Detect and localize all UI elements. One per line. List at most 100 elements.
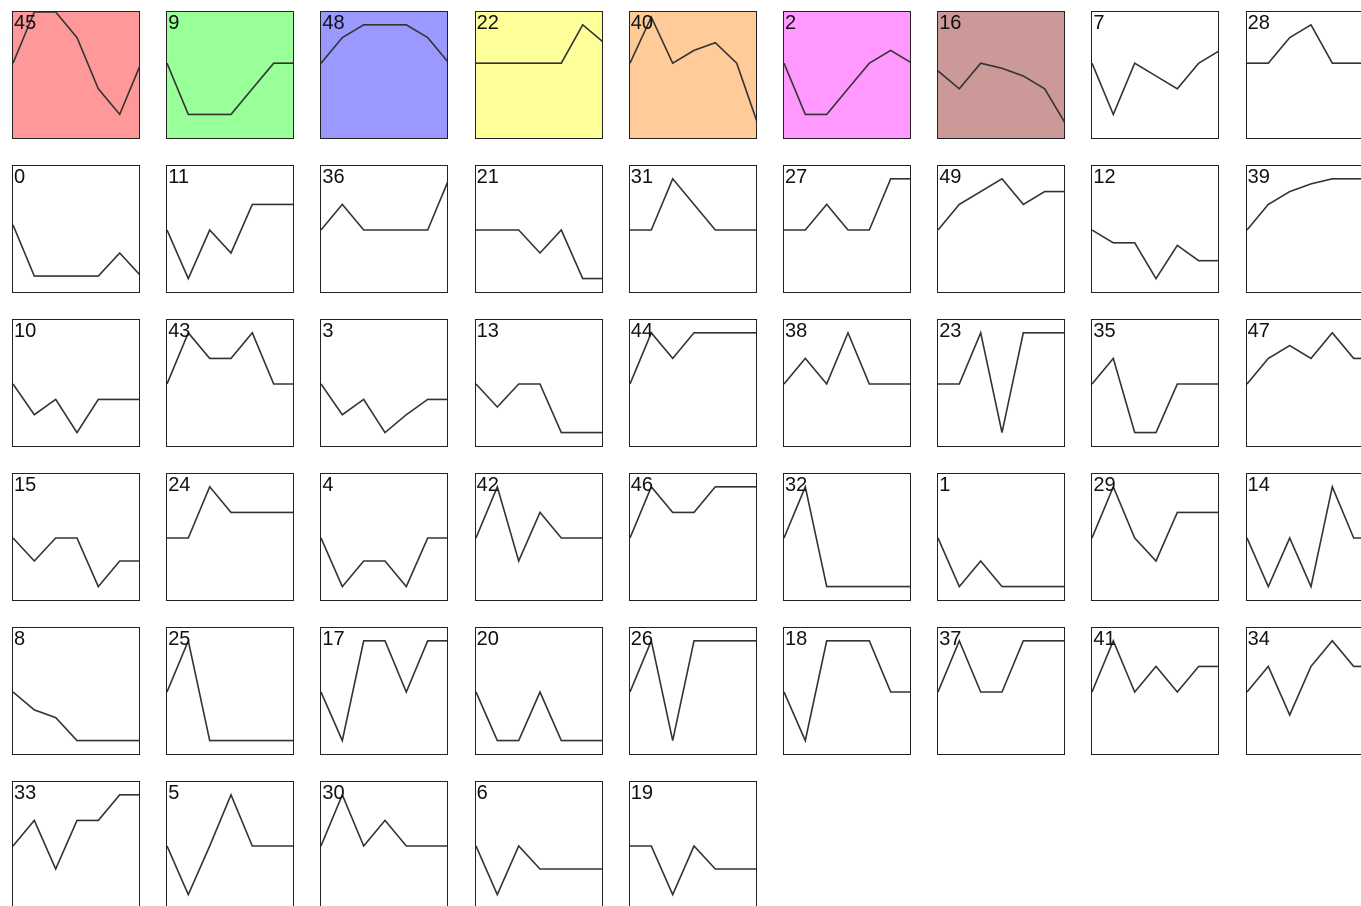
- sparkline-49: [938, 177, 1065, 231]
- panel-29: 29: [1091, 473, 1220, 601]
- series-line-20: [475, 690, 602, 742]
- series-line-19: [629, 844, 756, 897]
- panel-16: 16: [937, 11, 1066, 139]
- series-line-9: [167, 62, 294, 116]
- sparkline-48: [321, 24, 448, 64]
- series-line-45: [13, 12, 139, 116]
- sparkline-40: [629, 15, 756, 122]
- series-line-14: [1246, 484, 1361, 590]
- series-line-28: [1246, 23, 1361, 65]
- sparkline-41: [1092, 638, 1219, 694]
- panel-9: 9: [166, 11, 295, 139]
- series-line-21: [475, 228, 602, 280]
- sparkline-35: [1092, 356, 1219, 434]
- panel-7: 7: [1091, 11, 1220, 139]
- sparkline-28: [1246, 23, 1361, 65]
- sparkline-33: [13, 794, 139, 871]
- panel-14: 14: [1245, 473, 1361, 601]
- series-line-43: [167, 331, 294, 385]
- series-line-13: [475, 383, 602, 434]
- series-line-12: [1092, 229, 1219, 281]
- sparkline-18: [784, 640, 910, 744]
- panel-5: 5: [166, 781, 295, 906]
- panel-48: 48: [320, 11, 449, 139]
- series-line-44: [629, 331, 756, 385]
- panel-10: 10: [12, 319, 140, 447]
- series-line-17: [321, 640, 448, 744]
- sparkline-3: [321, 383, 448, 434]
- panel-0: 0: [12, 165, 140, 293]
- series-line-49: [938, 177, 1065, 231]
- series-line-23: [938, 330, 1065, 433]
- series-line-27: [784, 178, 910, 231]
- series-line-8: [13, 691, 139, 742]
- panel-23: 23: [937, 319, 1066, 447]
- panel-19: 19: [628, 781, 757, 906]
- series-line-41: [1092, 638, 1219, 694]
- sparkline-19: [629, 844, 756, 897]
- series-line-42: [475, 484, 602, 564]
- panel-40: 40: [628, 11, 757, 139]
- series-line-46: [629, 485, 756, 539]
- panel-18: 18: [783, 627, 911, 755]
- series-line-31: [629, 177, 756, 231]
- series-line-39: [1246, 178, 1361, 231]
- sparkline-34: [1246, 639, 1361, 717]
- sparkline-1: [938, 537, 1065, 589]
- sparkline-13: [475, 383, 602, 434]
- panel-4: 4: [320, 473, 449, 601]
- series-line-26: [629, 638, 756, 741]
- panel-46: 46: [628, 473, 757, 601]
- series-line-18: [784, 640, 910, 744]
- series-line-40: [629, 15, 756, 122]
- panel-38: 38: [783, 319, 911, 447]
- sparkline-17: [321, 640, 448, 744]
- series-line-7: [1092, 50, 1219, 117]
- sparkline-38: [784, 330, 910, 386]
- sparkline-47: [1246, 331, 1361, 385]
- sparkline-20: [475, 690, 602, 742]
- panel-34: 34: [1245, 627, 1361, 755]
- series-line-34: [1246, 639, 1361, 717]
- sparkline-42: [475, 484, 602, 564]
- series-line-1: [938, 537, 1065, 589]
- series-line-5: [167, 792, 294, 897]
- series-line-25: [167, 638, 294, 742]
- sparkline-37: [938, 638, 1065, 693]
- sparkline-39: [1246, 178, 1361, 231]
- panel-1: 1: [937, 473, 1066, 601]
- series-line-2: [784, 49, 910, 116]
- series-line-33: [13, 794, 139, 871]
- sparkline-8: [13, 691, 139, 742]
- sparkline-14: [1246, 484, 1361, 590]
- sparkline-30: [321, 792, 448, 848]
- sparkline-26: [629, 638, 756, 741]
- panel-49: 49: [937, 165, 1066, 293]
- panel-26: 26: [628, 627, 757, 755]
- series-line-47: [1246, 331, 1361, 385]
- sparkline-6: [475, 844, 602, 897]
- sparkline-11: [167, 203, 294, 281]
- panel-43: 43: [166, 319, 295, 447]
- series-line-30: [321, 792, 448, 848]
- series-line-6: [475, 844, 602, 897]
- panel-24: 24: [166, 473, 295, 601]
- panel-13: 13: [474, 319, 603, 447]
- sparkline-27: [784, 178, 910, 231]
- sparkline-44: [629, 331, 756, 385]
- sparkline-29: [1092, 484, 1219, 563]
- sparkline-31: [629, 177, 756, 231]
- series-line-38: [784, 330, 910, 386]
- sparkline-2: [784, 49, 910, 116]
- series-line-11: [167, 203, 294, 281]
- sparkline-36: [321, 181, 448, 231]
- series-line-16: [938, 62, 1065, 123]
- panel-6: 6: [474, 781, 603, 906]
- panel-33: 33: [12, 781, 140, 906]
- series-line-0: [13, 224, 139, 277]
- panel-21: 21: [474, 165, 603, 293]
- sparkline-21: [475, 228, 602, 280]
- panel-39: 39: [1245, 165, 1361, 293]
- panel-28: 28: [1245, 11, 1361, 139]
